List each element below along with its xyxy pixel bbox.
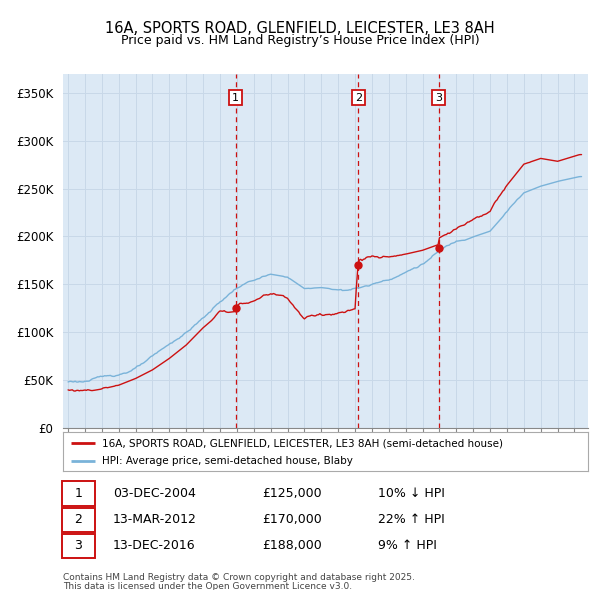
Text: £125,000: £125,000	[263, 487, 322, 500]
FancyBboxPatch shape	[62, 481, 95, 506]
Text: Contains HM Land Registry data © Crown copyright and database right 2025.: Contains HM Land Registry data © Crown c…	[63, 573, 415, 582]
Text: 3: 3	[74, 539, 82, 552]
Text: HPI: Average price, semi-detached house, Blaby: HPI: Average price, semi-detached house,…	[103, 456, 353, 466]
FancyBboxPatch shape	[62, 534, 95, 558]
Text: This data is licensed under the Open Government Licence v3.0.: This data is licensed under the Open Gov…	[63, 582, 352, 590]
Text: Price paid vs. HM Land Registry’s House Price Index (HPI): Price paid vs. HM Land Registry’s House …	[121, 34, 479, 47]
Text: 16A, SPORTS ROAD, GLENFIELD, LEICESTER, LE3 8AH (semi-detached house): 16A, SPORTS ROAD, GLENFIELD, LEICESTER, …	[103, 438, 503, 448]
Text: £188,000: £188,000	[263, 539, 322, 552]
Text: 22% ↑ HPI: 22% ↑ HPI	[378, 513, 445, 526]
Text: 03-DEC-2004: 03-DEC-2004	[113, 487, 196, 500]
Text: 13-DEC-2016: 13-DEC-2016	[113, 539, 196, 552]
FancyBboxPatch shape	[62, 507, 95, 532]
Text: 3: 3	[435, 93, 442, 103]
Text: 9% ↑ HPI: 9% ↑ HPI	[378, 539, 437, 552]
Text: 16A, SPORTS ROAD, GLENFIELD, LEICESTER, LE3 8AH: 16A, SPORTS ROAD, GLENFIELD, LEICESTER, …	[105, 21, 495, 35]
Text: 2: 2	[74, 513, 82, 526]
Text: £170,000: £170,000	[263, 513, 322, 526]
Text: 2: 2	[355, 93, 362, 103]
Text: 1: 1	[74, 487, 82, 500]
Text: 10% ↓ HPI: 10% ↓ HPI	[378, 487, 445, 500]
Text: 13-MAR-2012: 13-MAR-2012	[113, 513, 197, 526]
Text: 1: 1	[232, 93, 239, 103]
